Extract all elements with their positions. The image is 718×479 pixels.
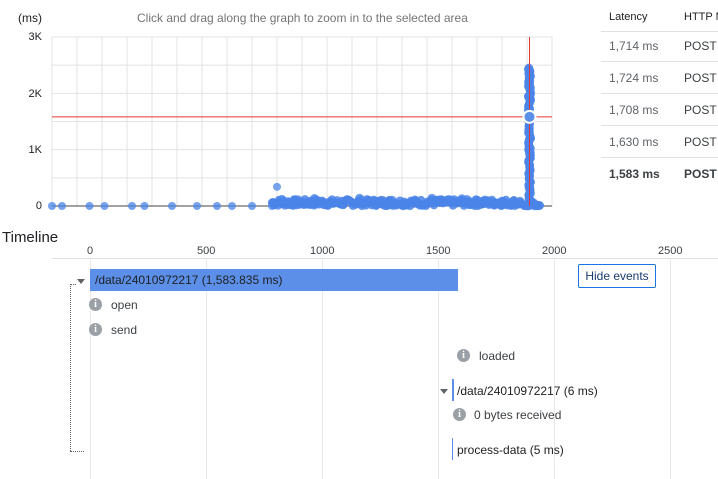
timeline-axis-label: 1000 bbox=[310, 245, 335, 257]
data-point bbox=[140, 202, 149, 210]
timeline-gridline bbox=[206, 258, 207, 479]
info-icon: i bbox=[89, 298, 102, 311]
collapse-caret-icon[interactable] bbox=[77, 279, 85, 284]
data-point bbox=[355, 193, 364, 203]
row-latency: 1,630 ms bbox=[609, 135, 659, 149]
data-point bbox=[497, 196, 507, 206]
row-latency: 1,724 ms bbox=[609, 71, 659, 85]
tree-connector bbox=[70, 451, 84, 452]
latency-scatter-chart[interactable] bbox=[0, 0, 600, 225]
row-method: POST bbox=[684, 39, 717, 53]
data-point bbox=[472, 195, 482, 205]
data-point bbox=[48, 202, 56, 210]
data-point bbox=[128, 202, 136, 210]
chart-grid bbox=[51, 36, 553, 207]
y-tick-label: 2K bbox=[28, 88, 42, 100]
latency-column-header[interactable]: Latency bbox=[609, 11, 648, 23]
selected-data-point bbox=[522, 109, 537, 124]
data-point bbox=[273, 182, 281, 191]
data-point bbox=[535, 201, 544, 211]
info-icon: i bbox=[89, 323, 102, 336]
data-point bbox=[248, 202, 256, 210]
y-tick-label: 1K bbox=[28, 144, 42, 156]
timeline-gridline bbox=[90, 258, 91, 479]
data-point bbox=[58, 202, 66, 210]
timeline-gridline bbox=[670, 258, 671, 479]
timeline-axis-label: 2500 bbox=[658, 245, 683, 257]
data-point bbox=[85, 202, 94, 210]
info-icon: i bbox=[457, 349, 470, 362]
data-point bbox=[524, 63, 534, 73]
data-point bbox=[193, 202, 201, 210]
tree-connector bbox=[70, 284, 71, 451]
row-method: POST bbox=[684, 135, 717, 149]
zoom-hint: Click and drag along the graph to zoom i… bbox=[137, 11, 468, 25]
span-bar-child[interactable] bbox=[452, 379, 454, 401]
row-latency: 1,583 ms bbox=[609, 167, 660, 181]
timeline-axis-label: 0 bbox=[87, 245, 94, 257]
tree-connector bbox=[70, 284, 76, 285]
data-point bbox=[310, 193, 319, 203]
y-tick-label: 3K bbox=[28, 31, 42, 43]
chart-crosshair bbox=[52, 37, 552, 206]
event-send: send bbox=[111, 323, 138, 337]
hide-events-button[interactable]: Hide events bbox=[578, 264, 656, 288]
span-label-main: /data/24010972217 (1,583.835 ms) bbox=[95, 273, 283, 287]
collapse-caret-icon[interactable] bbox=[440, 389, 448, 394]
chart-points bbox=[48, 63, 544, 211]
timeline-axis-label: 500 bbox=[197, 245, 216, 257]
table-row[interactable]: 1,714 ms POST bbox=[601, 29, 718, 62]
event-loaded: loaded bbox=[479, 349, 516, 363]
data-point bbox=[100, 202, 109, 210]
y-axis-unit: (ms) bbox=[18, 11, 42, 25]
span-label-child: /data/24010972217 (6 ms) bbox=[457, 384, 598, 398]
http-method-column-header[interactable]: HTTP M bbox=[684, 11, 718, 23]
timeline-axis-line bbox=[52, 258, 718, 259]
row-method: POST bbox=[684, 103, 717, 117]
info-icon: i bbox=[453, 408, 466, 421]
table-row[interactable]: 1,724 ms POST bbox=[601, 61, 718, 94]
table-header-divider bbox=[601, 31, 718, 32]
span-bar-main[interactable] bbox=[90, 269, 458, 291]
timeline-axis-label: 2000 bbox=[542, 245, 567, 257]
timeline-axis-label: 1500 bbox=[426, 245, 451, 257]
row-latency: 1,714 ms bbox=[609, 39, 659, 53]
row-latency: 1,708 ms bbox=[609, 103, 659, 117]
data-point bbox=[457, 194, 467, 204]
event-bytes-received: 0 bytes received bbox=[474, 408, 562, 422]
span-bar-process[interactable] bbox=[452, 438, 453, 460]
table-row-selected[interactable]: 1,583 ms POST bbox=[601, 157, 718, 189]
table-row[interactable]: 1,708 ms POST bbox=[601, 93, 718, 126]
span-label-process: process-data (5 ms) bbox=[457, 443, 564, 457]
y-tick-label: 0 bbox=[35, 200, 42, 212]
data-point bbox=[168, 202, 176, 210]
data-point bbox=[228, 202, 236, 210]
data-point bbox=[277, 194, 287, 204]
timeline-gridline bbox=[322, 258, 323, 479]
timeline-gridline bbox=[438, 258, 439, 479]
row-method: POST bbox=[684, 167, 717, 181]
table-row[interactable]: 1,630 ms POST bbox=[601, 125, 718, 158]
event-open: open bbox=[111, 298, 138, 312]
data-point bbox=[427, 193, 437, 203]
row-method: POST bbox=[684, 71, 717, 85]
data-point bbox=[387, 195, 397, 205]
timeline-gridline bbox=[554, 258, 555, 479]
data-point bbox=[213, 202, 221, 210]
timeline-title: Timeline bbox=[2, 229, 59, 246]
